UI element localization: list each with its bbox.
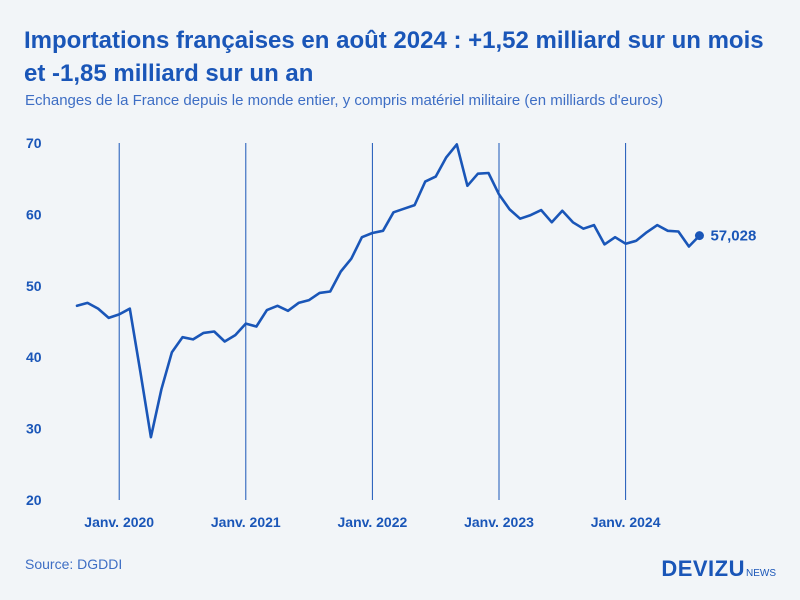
- last-value-marker: [694, 231, 704, 241]
- y-axis: 20 30 40 50 60 70: [26, 135, 42, 508]
- x-tick-label: Janv. 2021: [211, 514, 281, 530]
- last-value-label: 57,028: [710, 228, 756, 245]
- brand-name: DEVIZU: [661, 556, 745, 581]
- imports-series-line: [75, 143, 701, 439]
- x-tick-label: Janv. 2020: [84, 514, 154, 530]
- x-tick-label: Janv. 2024: [591, 514, 661, 530]
- series: [75, 143, 701, 439]
- x-axis: Janv. 2020 Janv. 2021 Janv. 2022 Janv. 2023…: [84, 514, 660, 530]
- source-note: Source: DGDDI: [25, 556, 123, 572]
- annotations: 57,028: [694, 228, 756, 245]
- gridlines: [118, 143, 627, 500]
- y-tick-label: 20: [26, 492, 42, 508]
- brand-suffix: NEWS: [746, 568, 776, 579]
- y-tick-label: 30: [26, 421, 42, 437]
- y-tick-label: 50: [26, 278, 42, 294]
- y-tick-label: 40: [26, 349, 42, 365]
- chart-title: Importations françaises en août 2024 : +…: [24, 27, 764, 87]
- y-tick-label: 60: [26, 206, 42, 222]
- chart-subtitle: Echanges de la France depuis le monde en…: [25, 92, 664, 109]
- brand-logo: DEVIZUNEWS: [661, 556, 776, 582]
- y-tick-label: 70: [26, 135, 42, 151]
- x-tick-label: Janv. 2022: [338, 514, 408, 530]
- x-tick-label: Janv. 2023: [464, 514, 534, 530]
